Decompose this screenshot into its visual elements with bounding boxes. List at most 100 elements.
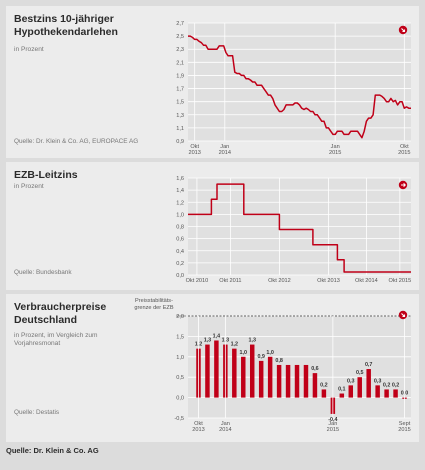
y-tick-label: 1,7 [176, 87, 184, 93]
chart-title: Bestzins 10-jähriger Hypothekendarlehen [14, 13, 118, 38]
chart-unit: in Prozent [14, 183, 44, 190]
chart-panel-consumer-prices: Verbraucherpreise Deutschland in Prozent… [6, 294, 419, 442]
x-tick-label: Okt 2011 [219, 278, 241, 284]
data-label: 0,1 [338, 387, 346, 393]
data-label: 0,7 [365, 362, 373, 368]
data-label: 1,3 [248, 338, 256, 344]
annotation-label: Preisstabilitäts-grenze der EZB [134, 298, 173, 311]
data-label: 0,9 [257, 354, 265, 360]
bar [312, 373, 318, 398]
chart-panel-mortgage-rate: Bestzins 10-jähriger Hypothekendarlehen … [6, 6, 419, 158]
x-tick-label: 2015 [329, 150, 341, 156]
data-label: 0,2 [392, 382, 400, 388]
y-tick-label: 1,5 [176, 334, 184, 340]
chart-title: EZB-Leitzins [14, 169, 78, 181]
collapse-arrow-icon-glyph [401, 313, 406, 318]
bar [357, 377, 362, 398]
x-tick-label: 2014 [219, 150, 231, 156]
series-line [188, 35, 411, 139]
data-label: 0,5 [356, 370, 364, 376]
x-tick-label: 2015 [398, 150, 410, 156]
x-tick-label: Okt 2014 [355, 278, 378, 284]
x-tick-label: 2014 [219, 427, 231, 433]
y-tick-label: 2,5 [176, 34, 184, 40]
y-tick-label: 1,3 [176, 113, 184, 119]
x-tick-label: Okt 2013 [317, 278, 340, 284]
data-label: 0,6 [311, 366, 319, 372]
y-tick-label: 0,4 [176, 249, 184, 255]
bar [232, 348, 237, 398]
y-tick-label: 2,7 [176, 21, 184, 27]
y-tick-label: 2,1 [176, 60, 184, 66]
data-label: 0,2 [320, 382, 328, 388]
bar [258, 360, 264, 398]
data-label: 1,4 [213, 333, 221, 339]
bar [384, 389, 389, 398]
expand-arrow-icon-glyph [401, 183, 406, 187]
plot-area [188, 23, 411, 141]
y-tick-label: 0,9 [176, 139, 184, 145]
x-tick-label: Okt [194, 421, 203, 427]
plot-area [188, 316, 411, 418]
x-tick-label: Okt 2010 [186, 278, 209, 284]
chart-unit: in Prozent [14, 46, 44, 53]
y-tick-label: 1,4 [176, 188, 184, 194]
chart-source: Quelle: Dr. Klein & Co. AG, EUROPACE AG [14, 138, 139, 145]
chart-title: Verbraucherpreise Deutschland [14, 301, 107, 326]
y-tick-label: 1,5 [176, 100, 184, 106]
bar [267, 356, 273, 398]
x-tick-label: 2013 [192, 427, 204, 433]
data-label: 1,3 [204, 338, 212, 344]
y-tick-label: 1,0 [176, 355, 184, 361]
data-label: 0,3 [374, 378, 382, 384]
bar [241, 356, 246, 398]
x-tick-label: Jan [221, 421, 230, 427]
x-tick-label: 2015 [327, 427, 339, 433]
bar [321, 389, 327, 398]
y-tick-label: 0,2 [176, 261, 184, 267]
y-tick-label: 2,3 [176, 47, 184, 53]
y-tick-label: 0,0 [176, 273, 184, 279]
data-label: 1,0 [240, 350, 248, 356]
x-tick-label: Okt [190, 144, 199, 150]
consumer-prices-chart: 2,0 1,5 1,0 0,5 0,0 -0,5 Preisstabilitäts-gren… [134, 298, 411, 433]
chart-panel-ecb-rate: EZB-Leitzins in Prozent Quelle: Bundesba… [6, 162, 419, 290]
bar [285, 364, 291, 398]
x-tick-label: 2013 [188, 150, 200, 156]
bar [375, 385, 380, 398]
chart-source: Quelle: Bundesbank [14, 269, 72, 276]
bar [339, 393, 345, 398]
bar [294, 364, 300, 398]
bar [276, 364, 282, 398]
y-tick-label: 0,0 [176, 396, 184, 402]
bar [348, 385, 354, 398]
y-tick-label: 0,6 [176, 237, 184, 243]
y-tick-label: 1,1 [176, 126, 184, 132]
x-tick-label: Jan [331, 144, 340, 150]
chart-unit: in Prozent, im Vergleich zum Vorjahresmo… [14, 332, 98, 347]
x-tick-label: Jan [328, 421, 337, 427]
x-tick-label: Jan [220, 144, 229, 150]
x-tick-label: 2015 [398, 427, 410, 433]
bar [393, 389, 398, 398]
y-tick-label: 1,2 [176, 200, 184, 206]
bar [303, 364, 309, 398]
data-label: 1,2 [231, 342, 239, 348]
bar [214, 340, 219, 398]
chart-source: Quelle: Destatis [14, 409, 60, 416]
bar [249, 344, 255, 398]
ecb-rate-chart: 0,0 0,2 0,4 0,6 0,8 1,0 1,2 1,4 1,6 Okt 2010 Okt 2… [176, 176, 411, 284]
x-tick-label: Okt [400, 144, 409, 150]
data-label: 0,2 [383, 382, 391, 388]
x-tick-label: Sept [399, 421, 411, 427]
y-tick-label: 2,0 [176, 314, 184, 320]
collapse-arrow-icon-glyph [401, 28, 406, 33]
y-tick-label: 1,0 [176, 212, 184, 218]
data-label: -0,4 [328, 417, 337, 423]
series-line [188, 183, 411, 273]
footer-source: Quelle: Dr. Klein & Co. AG [6, 446, 99, 455]
y-tick-label: 0,8 [176, 225, 184, 231]
y-tick-label: 0,5 [176, 375, 184, 381]
bar [205, 344, 210, 398]
data-label: 1,0 [266, 350, 274, 356]
